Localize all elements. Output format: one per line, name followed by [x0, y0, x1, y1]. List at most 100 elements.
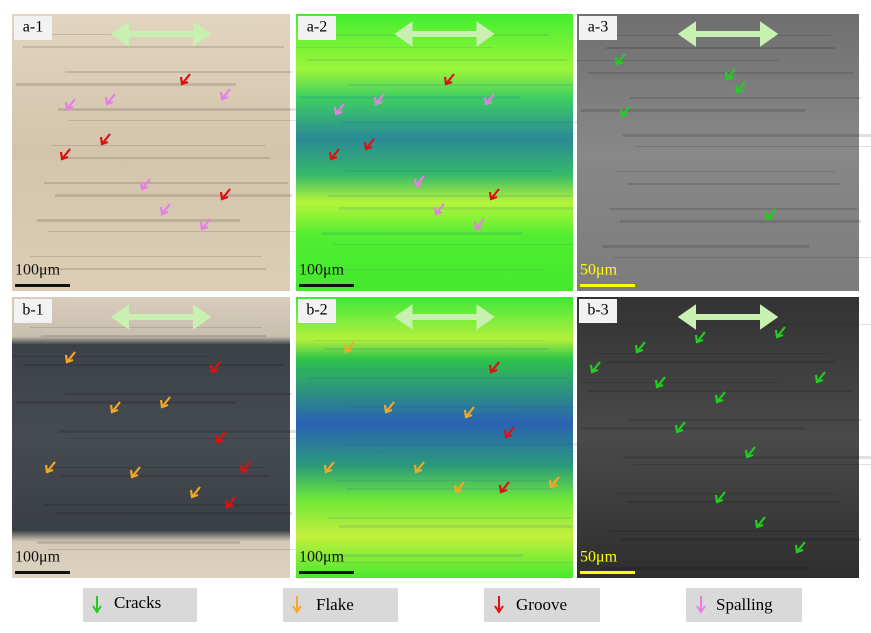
indicator-arrow — [734, 81, 746, 94]
texture — [48, 231, 314, 232]
texture — [314, 340, 545, 341]
texture — [300, 96, 519, 99]
panel-label: b-3 — [587, 302, 608, 319]
panels: a-1 100μm a-2 100μm a-3 50μm b-1 100μm b-2 100μm b… — [12, 14, 871, 578]
texture — [616, 171, 835, 172]
scale-bar — [15, 284, 70, 287]
texture — [620, 220, 861, 223]
indicator-arrow — [488, 188, 500, 201]
scale-label: 50μm — [580, 549, 618, 566]
panel-label: b-2 — [306, 302, 327, 319]
texture — [51, 467, 266, 468]
indicator-arrow — [44, 461, 56, 474]
indicator-arrow — [413, 461, 425, 474]
texture — [616, 493, 835, 494]
legend-box — [83, 588, 197, 622]
texture — [23, 364, 284, 366]
indicator-arrow — [239, 461, 251, 474]
texture — [339, 207, 575, 210]
texture — [581, 109, 805, 112]
texture — [321, 232, 523, 235]
texture — [12, 356, 210, 357]
texture — [349, 406, 575, 408]
indicator-arrow — [129, 466, 141, 479]
texture — [328, 517, 571, 519]
texture — [602, 245, 809, 248]
texture — [623, 134, 871, 137]
texture — [51, 145, 266, 146]
panel-label-box — [14, 16, 52, 40]
micrograph — [577, 14, 859, 291]
indicator-arrow — [764, 208, 776, 221]
scale-bar — [15, 571, 70, 574]
indicator-arrow — [224, 496, 236, 509]
texture — [41, 335, 266, 337]
indicator-arrow — [323, 461, 335, 474]
legend-label: Cracks — [114, 593, 161, 612]
texture — [346, 170, 553, 172]
texture — [12, 34, 210, 35]
texture — [328, 195, 571, 197]
indicator-arrow — [714, 391, 726, 404]
texture — [342, 443, 597, 446]
texture — [353, 451, 601, 452]
legend: Cracks Flake Groove Spalling — [83, 588, 802, 622]
legend-box — [484, 588, 600, 622]
texture — [314, 269, 545, 270]
texture — [65, 71, 292, 73]
indicator-arrow — [473, 218, 485, 231]
scale-label: 100μm — [15, 262, 61, 279]
indicator-arrow — [64, 98, 76, 111]
indicator-arrow — [619, 105, 631, 118]
indicator-arrow — [214, 431, 226, 444]
texture — [30, 327, 262, 328]
panel-label: b-1 — [22, 302, 43, 319]
texture — [609, 208, 857, 210]
legend-label: Flake — [316, 595, 354, 614]
indicator-arrow — [614, 53, 626, 66]
indicator-arrow — [328, 148, 340, 161]
micrograph — [296, 14, 573, 291]
panel-label-box — [298, 299, 336, 323]
legend-box — [283, 588, 398, 622]
indicator-arrow — [64, 351, 76, 364]
scale-label: 100μm — [299, 549, 345, 566]
texture — [602, 567, 809, 570]
texture — [16, 83, 236, 86]
indicator-arrow — [714, 491, 726, 504]
texture — [349, 84, 575, 86]
direction-arrow — [677, 21, 779, 47]
texture — [37, 541, 240, 544]
indicator-arrow — [199, 218, 211, 231]
texture — [613, 324, 871, 325]
texture — [30, 256, 262, 257]
texture — [606, 47, 835, 49]
texture — [627, 183, 839, 185]
panel-label-box — [298, 16, 336, 40]
texture — [595, 353, 831, 354]
direction-arrow — [110, 304, 212, 330]
scale-bar — [580, 571, 635, 574]
indicator-arrow — [548, 476, 560, 489]
texture — [634, 464, 871, 465]
legend-arrow — [494, 596, 504, 614]
indicator-arrow — [139, 178, 151, 191]
indicator-arrow — [634, 341, 646, 354]
texture — [16, 401, 236, 404]
legend-arrow — [292, 596, 302, 614]
direction-arrow — [394, 304, 495, 330]
indicator-arrow — [774, 326, 786, 339]
micrograph — [12, 14, 290, 291]
texture — [342, 121, 597, 124]
direction-arrow — [394, 21, 495, 47]
texture — [62, 475, 270, 477]
direction-arrow — [677, 304, 779, 330]
scale-label: 100μm — [15, 549, 61, 566]
texture — [588, 390, 853, 392]
texture — [353, 133, 601, 134]
legend-box — [686, 588, 802, 622]
indicator-arrow — [724, 68, 736, 81]
legend-label: Spalling — [716, 595, 773, 614]
scale-label: 100μm — [299, 262, 345, 279]
legend-arrow — [92, 596, 102, 614]
